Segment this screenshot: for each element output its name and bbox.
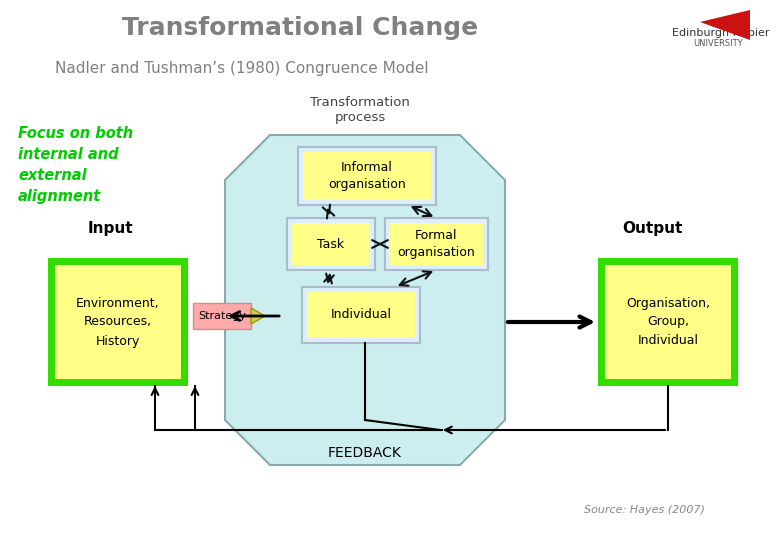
FancyBboxPatch shape (292, 223, 370, 265)
Text: Output: Output (622, 220, 682, 235)
Text: Transformation
process: Transformation process (310, 96, 410, 124)
Text: Edinburgh Napier: Edinburgh Napier (672, 28, 770, 38)
FancyBboxPatch shape (390, 223, 483, 265)
Polygon shape (225, 135, 505, 465)
Text: Input: Input (87, 220, 133, 235)
FancyBboxPatch shape (307, 292, 415, 338)
FancyBboxPatch shape (385, 218, 488, 270)
FancyBboxPatch shape (287, 218, 375, 270)
FancyBboxPatch shape (298, 147, 436, 205)
Text: Task: Task (317, 238, 345, 251)
Text: Source: Hayes (2007): Source: Hayes (2007) (584, 505, 705, 515)
FancyBboxPatch shape (48, 258, 188, 386)
FancyBboxPatch shape (605, 265, 731, 379)
FancyBboxPatch shape (193, 303, 251, 329)
Text: Informal
organisation: Informal organisation (328, 161, 406, 191)
Text: Transformational Change: Transformational Change (122, 16, 478, 40)
Text: Strategy: Strategy (198, 311, 246, 321)
Polygon shape (251, 308, 265, 324)
FancyBboxPatch shape (598, 258, 738, 386)
Text: Focus on both
internal and
external
alignment: Focus on both internal and external alig… (18, 126, 133, 204)
Text: Environment,
Resources,
History: Environment, Resources, History (76, 296, 160, 348)
Text: Formal
organisation: Formal organisation (398, 229, 475, 259)
Polygon shape (700, 10, 750, 40)
Text: Individual: Individual (331, 308, 392, 321)
Text: Nadler and Tushman’s (1980) Congruence Model: Nadler and Tushman’s (1980) Congruence M… (55, 60, 429, 76)
FancyBboxPatch shape (302, 287, 420, 343)
FancyBboxPatch shape (303, 152, 431, 200)
Text: FEEDBACK: FEEDBACK (328, 446, 402, 460)
Text: UNIVERSITY: UNIVERSITY (693, 39, 743, 49)
Text: Organisation,
Group,
Individual: Organisation, Group, Individual (626, 296, 710, 348)
FancyBboxPatch shape (55, 265, 181, 379)
